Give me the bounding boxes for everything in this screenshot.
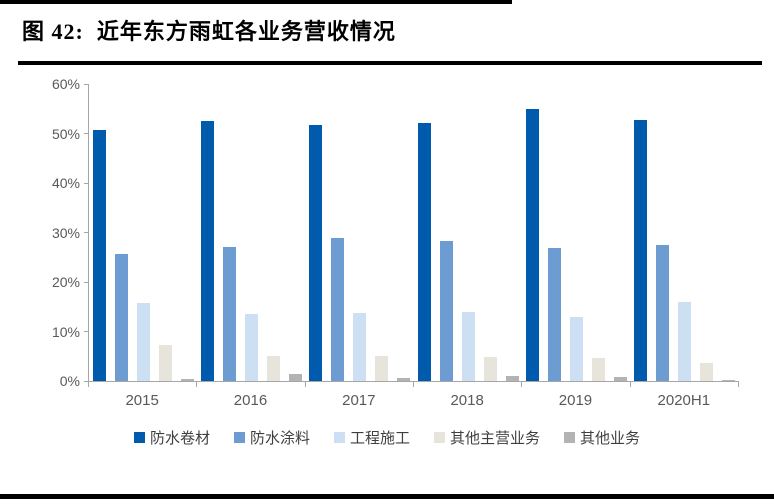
bar-series2-2019: [547, 248, 561, 381]
bar-group-2015: [89, 84, 197, 381]
y-tick: [84, 182, 89, 184]
x-tick: [413, 382, 414, 387]
y-tick-label: 0%: [59, 373, 80, 389]
legend-label: 防水卷材: [149, 430, 210, 447]
bar-series5-2015: [180, 379, 194, 381]
x-axis-label-2015: 2015: [125, 392, 159, 409]
bar-series1-2020H1: [634, 119, 648, 381]
legend-swatch-icon: [434, 432, 445, 443]
x-axis-label-2018: 2018: [450, 392, 484, 409]
x-tick: [88, 382, 89, 387]
bar-series4-2016: [266, 356, 280, 381]
legend-label: 防水涂料: [249, 430, 310, 447]
bar-series5-2018: [505, 376, 519, 381]
bar-series1-2017: [309, 124, 323, 381]
bar-series5-2016: [288, 373, 302, 381]
bar-series5-2020H1: [722, 379, 736, 381]
legend-item-series4: 其他主营业务: [434, 427, 540, 448]
y-tick: [84, 83, 89, 85]
bar-series3-2018: [461, 311, 475, 381]
bar-series4-2019: [591, 358, 605, 381]
bar-series4-2015: [158, 344, 172, 381]
top-rule: [0, 0, 512, 4]
figure-title: 图 42: 近年东方雨虹各业务营收情况: [22, 19, 396, 44]
x-axis-labels: 2015 2016 2017 2018 2019 2020H1: [88, 392, 738, 409]
bar-series1-2019: [525, 108, 539, 381]
bar-series1-2018: [417, 122, 431, 381]
legend-item-series3: 工程施工: [333, 427, 410, 448]
x-tick: [196, 382, 198, 387]
bar-group-2016: [197, 84, 305, 381]
bar-group-2017: [306, 84, 414, 381]
x-tick: [521, 382, 523, 387]
y-tick: [84, 380, 89, 382]
bar-series3-2020H1: [678, 301, 692, 381]
bar-series2-2020H1: [656, 244, 670, 381]
legend-swatch-icon: [564, 432, 576, 443]
y-tick-label: 40%: [51, 175, 80, 191]
bar-group-2018: [414, 84, 522, 381]
x-tick: [629, 382, 631, 387]
x-axis-label-2017: 2017: [342, 392, 376, 409]
title-underline: [18, 61, 762, 65]
legend-item-series2: 防水涂料: [233, 427, 310, 448]
y-tick-label: 10%: [51, 323, 80, 340]
x-axis-label-2016: 2016: [233, 392, 268, 409]
bar-group-2019: [522, 84, 630, 381]
bar-series3-2015: [136, 303, 150, 381]
y-tick: [84, 133, 89, 134]
legend-item-series5: 其他业务: [564, 427, 640, 448]
legend-swatch-icon: [233, 432, 245, 443]
legend-item-series1: 防水卷材: [133, 427, 210, 448]
y-tick: [84, 331, 89, 332]
legend-swatch-icon: [133, 432, 145, 443]
bar-series2-2018: [439, 240, 453, 381]
bar-series3-2019: [569, 317, 583, 381]
bar-series1-2015: [92, 130, 106, 381]
bar-series5-2017: [397, 378, 411, 381]
y-tick-label: 50%: [51, 125, 80, 142]
y-tick: [84, 281, 89, 283]
chart-legend: 防水卷材 防水涂料 工程施工 其他主营业务 其他业务: [0, 427, 774, 448]
x-tick: [738, 382, 739, 387]
bar-series5-2019: [613, 377, 627, 381]
x-tick: [304, 382, 306, 387]
bar-series2-2015: [114, 253, 128, 381]
y-tick-label: 60%: [51, 76, 80, 92]
legend-swatch-icon: [333, 432, 345, 443]
legend-label: 工程施工: [349, 430, 410, 447]
y-tick-label: 20%: [51, 274, 80, 290]
bottom-rule: [0, 494, 774, 499]
bar-series2-2016: [222, 246, 236, 381]
legend-label: 其他主营业务: [450, 430, 541, 447]
bar-series4-2017: [375, 355, 389, 381]
bar-series4-2020H1: [700, 362, 714, 381]
y-tick: [84, 232, 89, 233]
bar-series3-2016: [244, 313, 258, 381]
bar-series4-2018: [483, 356, 497, 381]
y-tick-label: 30%: [51, 224, 80, 241]
plot-area: [88, 84, 739, 382]
x-axis-label-2020H1: 2020H1: [657, 392, 711, 409]
bar-group-2020H1: [631, 84, 739, 381]
bar-series1-2016: [200, 120, 214, 381]
legend-label: 其他业务: [580, 430, 641, 447]
x-axis-label-2019: 2019: [558, 392, 593, 409]
bar-series2-2017: [331, 238, 345, 381]
bar-series3-2017: [353, 312, 367, 381]
